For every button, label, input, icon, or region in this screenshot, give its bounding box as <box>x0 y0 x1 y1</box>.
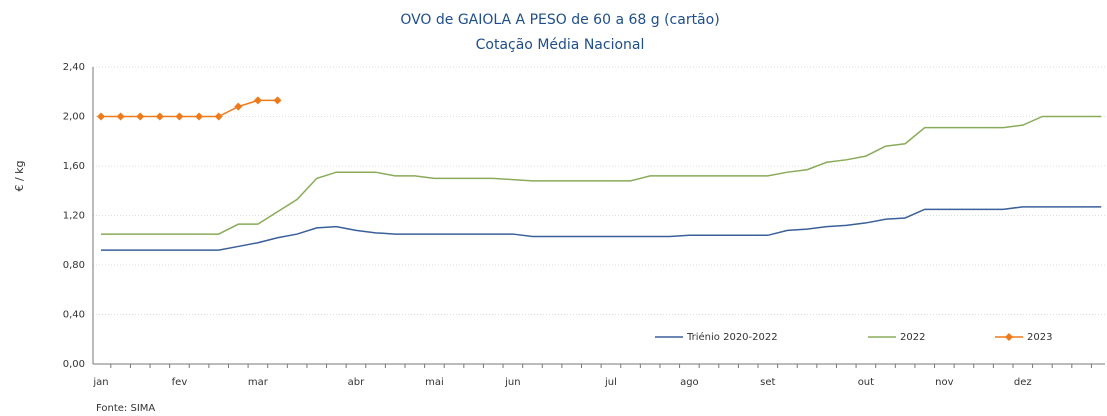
point <box>253 96 262 105</box>
legend-marker <box>1005 333 1013 341</box>
point <box>234 102 243 111</box>
legend-label: 2023 <box>1027 332 1052 343</box>
point <box>195 112 204 121</box>
y-tick-label: 1,20 <box>63 211 85 222</box>
chart-subtitle: Cotação Média Nacional <box>476 37 645 53</box>
x-tick-label: jul <box>604 377 617 388</box>
x-tick-label: fev <box>172 377 188 388</box>
y-axis-label: € / kg <box>13 160 26 191</box>
point <box>116 112 125 121</box>
x-tick-label: jan <box>92 377 108 388</box>
point <box>273 96 282 105</box>
x-tick-label: set <box>760 377 775 388</box>
legend-label: 2022 <box>900 332 925 343</box>
series-line <box>101 115 1102 235</box>
y-tick-label: 0,00 <box>63 359 85 370</box>
series-line <box>101 99 278 118</box>
point <box>175 112 184 121</box>
y-tick-label: 2,00 <box>63 112 85 123</box>
x-tick-label: ago <box>680 377 699 388</box>
y-tick-label: 1,60 <box>63 161 85 172</box>
x-tick-label: mar <box>248 377 269 388</box>
point <box>214 112 223 121</box>
source: Fonte: SIMA <box>96 403 155 414</box>
point <box>136 112 145 121</box>
x-tick-label: nov <box>935 377 953 388</box>
chart-title: OVO de GAIOLA A PESO de 60 a 68 g (cartã… <box>400 12 719 28</box>
series-line <box>101 206 1102 251</box>
legend-label: Triénio 2020-2022 <box>686 331 778 343</box>
point <box>97 112 105 121</box>
x-tick-label: abr <box>348 377 365 388</box>
x-tick-label: mai <box>425 377 444 388</box>
x-tick-label: jun <box>504 377 520 388</box>
y-tick-label: 2,40 <box>63 62 85 73</box>
y-tick-label: 0,80 <box>63 260 85 271</box>
x-tick-label: dez <box>1014 377 1032 388</box>
x-tick-label: out <box>858 377 874 388</box>
point <box>155 112 164 121</box>
y-tick-label: 0,40 <box>63 310 85 321</box>
